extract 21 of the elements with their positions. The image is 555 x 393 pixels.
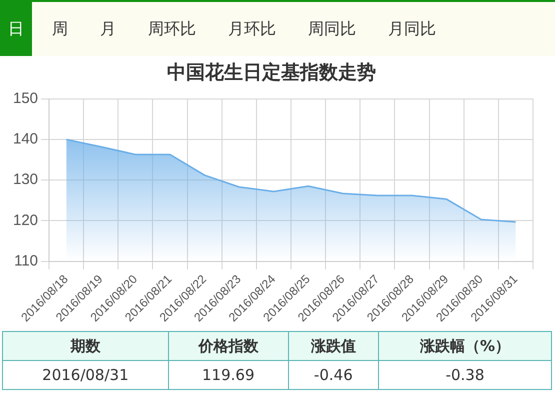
y-tick-label: 130	[12, 171, 38, 188]
text: 涨跌幅（%）	[378, 332, 552, 360]
text: 月同比	[388, 18, 436, 40]
text: 周	[52, 18, 68, 40]
y-tick-label: 120	[12, 212, 38, 229]
text: 2016/08/31	[2, 360, 168, 390]
text: -0.38	[378, 360, 552, 390]
text: 涨跌值	[288, 332, 378, 360]
text: 日	[0, 2, 32, 56]
text: -0.46	[288, 360, 378, 390]
y-tick-label: 140	[12, 130, 38, 148]
y-tick-label: 150	[12, 90, 38, 107]
text: 月	[100, 18, 116, 40]
text: 月环比	[228, 18, 276, 40]
text: 价格指数	[168, 332, 288, 360]
text: 周同比	[308, 18, 356, 40]
text: 期数	[2, 332, 168, 360]
chart-title: 中国花生日定基指数走势	[167, 61, 376, 84]
text: 周环比	[148, 18, 196, 40]
y-tick-label: 110	[14, 252, 38, 270]
text: 119.69	[168, 360, 288, 390]
